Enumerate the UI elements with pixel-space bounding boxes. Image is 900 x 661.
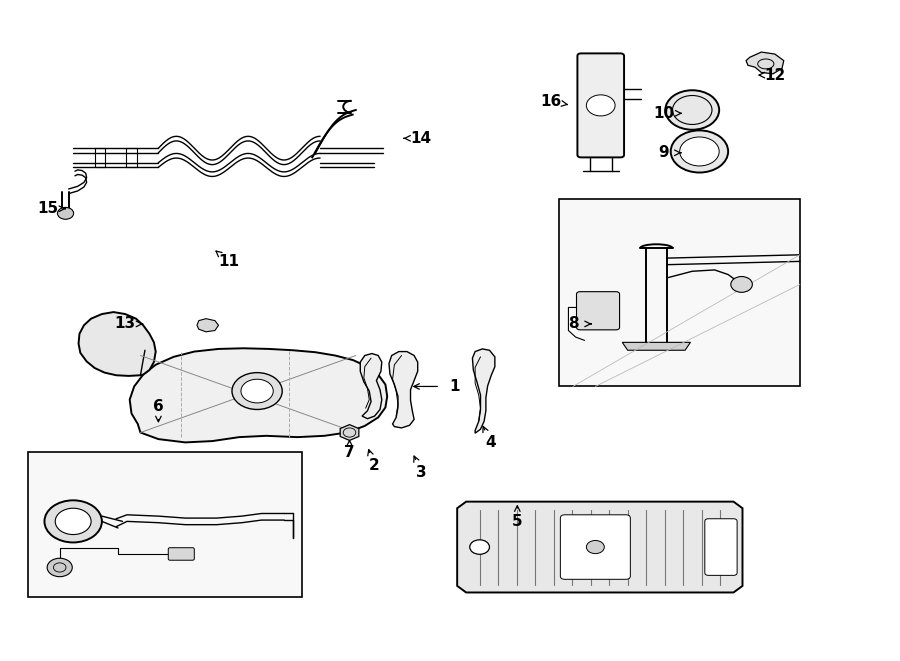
- Text: 4: 4: [485, 435, 496, 450]
- Polygon shape: [130, 348, 387, 442]
- Text: 5: 5: [512, 514, 523, 529]
- Polygon shape: [622, 342, 690, 350]
- Circle shape: [587, 541, 604, 554]
- Text: 9: 9: [658, 145, 669, 160]
- Circle shape: [55, 508, 91, 535]
- Polygon shape: [389, 352, 418, 428]
- Circle shape: [731, 276, 752, 292]
- Polygon shape: [78, 312, 156, 376]
- Circle shape: [665, 91, 719, 130]
- Bar: [560, 199, 800, 387]
- FancyBboxPatch shape: [577, 292, 619, 330]
- FancyBboxPatch shape: [705, 519, 737, 575]
- Polygon shape: [340, 424, 359, 440]
- Polygon shape: [746, 52, 784, 74]
- Text: 10: 10: [653, 106, 674, 121]
- Text: 14: 14: [410, 131, 432, 146]
- Text: 12: 12: [764, 67, 786, 83]
- FancyBboxPatch shape: [578, 54, 624, 157]
- Text: 8: 8: [569, 317, 579, 331]
- Text: 2: 2: [368, 458, 379, 473]
- Text: 13: 13: [114, 317, 136, 331]
- FancyBboxPatch shape: [561, 515, 630, 579]
- Text: 7: 7: [344, 445, 355, 460]
- Polygon shape: [472, 349, 495, 433]
- Circle shape: [241, 379, 274, 403]
- Polygon shape: [360, 354, 382, 418]
- Circle shape: [47, 559, 72, 576]
- Circle shape: [232, 373, 283, 409]
- Circle shape: [680, 137, 719, 166]
- Text: 11: 11: [218, 254, 238, 269]
- Text: 15: 15: [38, 201, 58, 216]
- Text: 16: 16: [540, 94, 561, 109]
- Circle shape: [670, 130, 728, 173]
- Circle shape: [587, 95, 615, 116]
- Text: 3: 3: [416, 465, 427, 479]
- Circle shape: [44, 500, 102, 543]
- Polygon shape: [457, 502, 742, 592]
- Circle shape: [58, 208, 74, 219]
- Bar: [28, 452, 302, 597]
- FancyBboxPatch shape: [168, 548, 194, 561]
- Circle shape: [470, 540, 490, 555]
- Polygon shape: [197, 319, 219, 332]
- Text: 1: 1: [449, 379, 460, 394]
- Text: 6: 6: [153, 399, 164, 414]
